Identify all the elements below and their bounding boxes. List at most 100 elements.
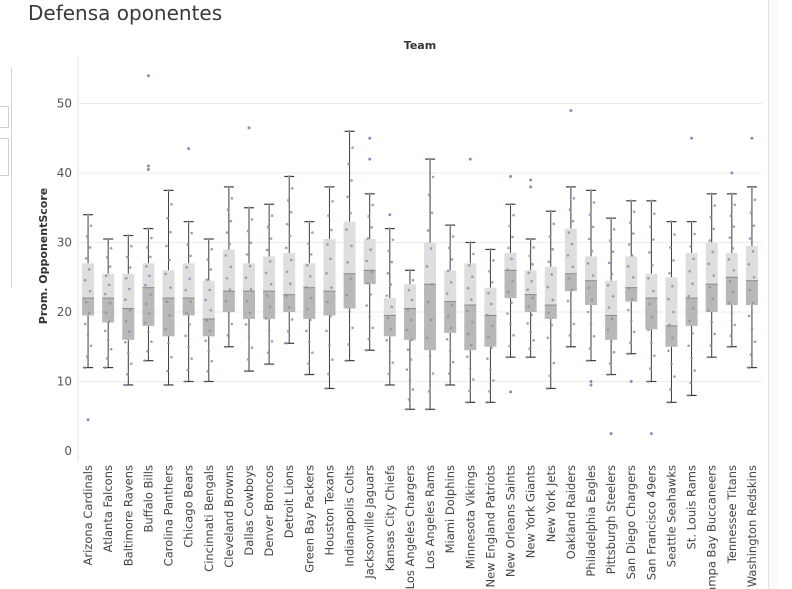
x-tick-label: Cincinnati Bengals: [202, 465, 216, 572]
data-point: [287, 175, 291, 178]
data-point: [609, 339, 613, 343]
data-point: [451, 360, 455, 364]
data-point: [190, 231, 193, 235]
data-point: [650, 199, 653, 203]
data-point: [207, 349, 211, 353]
x-tick-label: Atlanta Falcons: [101, 465, 115, 552]
data-point: [227, 185, 231, 189]
data-point: [411, 278, 415, 282]
data-point: [445, 292, 449, 295]
left-panel-control[interactable]: [0, 138, 9, 176]
data-point: [608, 362, 612, 365]
outlier-point: [388, 213, 392, 217]
column-header: Team: [404, 39, 436, 52]
outlier-point: [247, 126, 251, 130]
data-point: [550, 323, 554, 327]
box-29: [645, 199, 658, 436]
box-9: [243, 126, 255, 373]
box-upper-half: [383, 298, 396, 316]
data-point: [549, 209, 553, 213]
x-tick-label: Tennessee Titans: [725, 465, 739, 564]
box-20: [464, 157, 477, 404]
box-lower-half: [464, 305, 477, 351]
data-point: [572, 197, 576, 200]
data-point: [653, 354, 656, 357]
data-point: [489, 368, 492, 371]
data-point: [727, 258, 731, 261]
data-point: [749, 211, 753, 215]
box-14: [343, 130, 356, 362]
data-point: [246, 358, 250, 361]
data-point: [88, 289, 92, 293]
data-point: [730, 312, 734, 316]
data-point: [327, 214, 330, 217]
data-point: [546, 336, 550, 340]
data-point: [747, 263, 751, 266]
data-point: [288, 234, 292, 238]
data-point: [189, 254, 192, 258]
data-point: [606, 328, 610, 332]
data-point: [431, 175, 435, 179]
box-31: [685, 136, 698, 397]
data-point: [732, 269, 736, 272]
box-lower-half: [122, 308, 135, 340]
data-point: [512, 334, 515, 337]
data-point: [83, 366, 87, 369]
data-point: [247, 334, 251, 338]
box-lower-half: [685, 298, 698, 326]
left-panel: [0, 0, 12, 589]
data-point: [104, 274, 108, 278]
data-point: [690, 356, 693, 360]
data-point: [527, 271, 530, 275]
data-point: [552, 222, 556, 226]
data-point: [653, 212, 656, 216]
box-lower-half: [263, 291, 276, 319]
data-point: [449, 280, 453, 284]
x-tick-label: Seattle Seahawks: [664, 465, 678, 567]
left-panel-control[interactable]: [0, 106, 9, 128]
box-lower-half: [283, 294, 296, 312]
data-point: [265, 248, 269, 252]
data-point: [347, 162, 350, 166]
data-point: [367, 337, 371, 341]
x-tick-label: Los Angeles Rams: [423, 465, 437, 569]
data-point: [465, 309, 469, 313]
data-point: [305, 285, 308, 289]
data-point: [647, 276, 650, 280]
data-point: [448, 349, 452, 353]
data-point: [169, 230, 172, 234]
box-lower-half: [605, 315, 618, 340]
box-upper-half: [544, 266, 557, 306]
data-point: [689, 381, 692, 385]
data-point: [486, 357, 489, 360]
data-point: [690, 220, 693, 223]
data-point: [148, 274, 151, 278]
data-point: [592, 201, 596, 204]
vertical-scrollbar[interactable]: [768, 0, 779, 589]
data-point: [568, 334, 572, 337]
data-point: [649, 225, 652, 228]
data-point: [326, 300, 329, 304]
data-point: [385, 338, 389, 342]
data-point: [592, 335, 596, 338]
data-point: [386, 271, 390, 275]
outlier-point: [750, 136, 754, 140]
data-point: [167, 341, 170, 345]
data-point: [389, 327, 393, 331]
data-point: [123, 298, 127, 301]
data-point: [748, 288, 752, 292]
data-point: [308, 220, 311, 223]
data-point: [751, 301, 755, 305]
box-lower-half: [343, 273, 356, 309]
data-point: [124, 319, 128, 323]
data-point: [391, 361, 395, 364]
data-point: [691, 282, 694, 286]
box-lower-half: [544, 305, 557, 319]
data-point: [567, 231, 571, 234]
data-point: [611, 250, 615, 253]
data-point: [327, 372, 330, 376]
box-lower-half: [303, 287, 316, 319]
data-point: [751, 250, 755, 253]
y-tick-label: 30: [57, 236, 72, 250]
data-point: [732, 225, 736, 228]
